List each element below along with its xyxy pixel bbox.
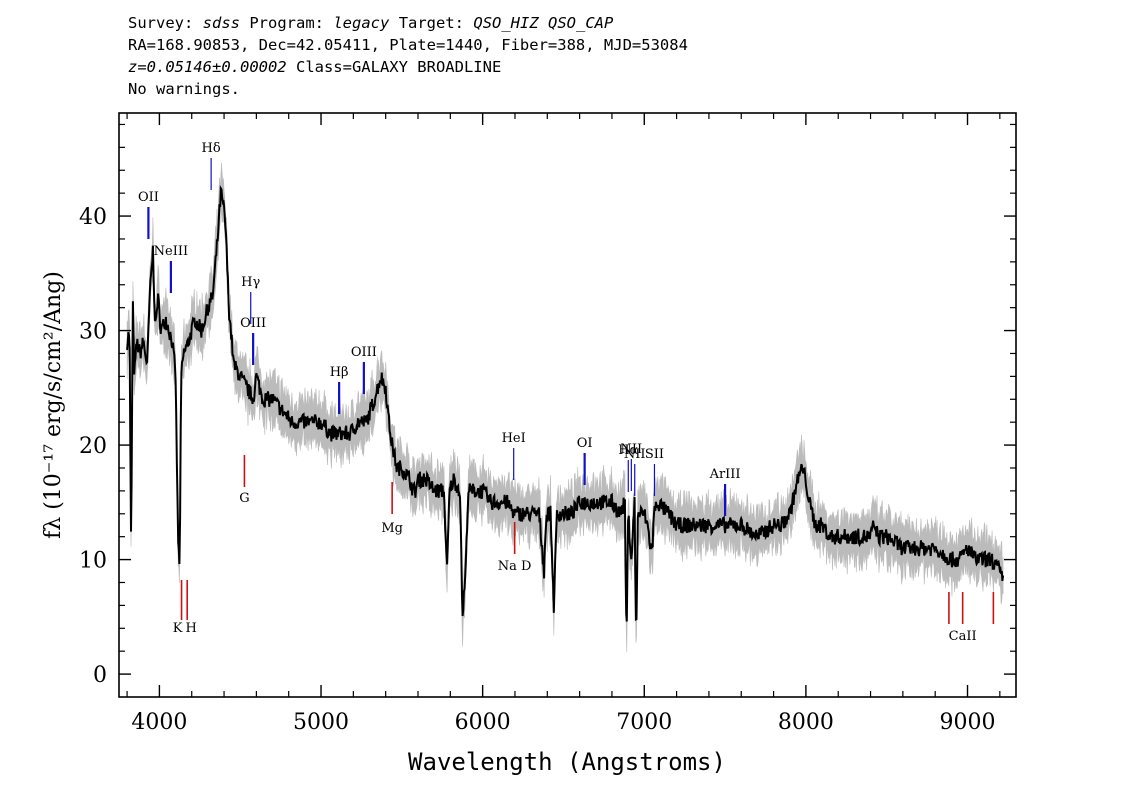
line-label: Hγ: [241, 275, 260, 290]
class-value: Class=GALAXY BROADLINE: [295, 58, 502, 76]
line-label: Mg: [381, 521, 403, 536]
line-marker-caii-19: CaII: [948, 592, 995, 644]
line-marker-nii-9: NII: [621, 442, 643, 491]
flux-error-band: [126, 162, 1004, 653]
plot-frame: [118, 112, 1017, 698]
line-label: NII: [621, 442, 643, 457]
ticks-layer: 4000 5000 6000 7000 8000 9000 0 10 20 30 40: [79, 113, 1016, 735]
line-label: Na D: [498, 559, 532, 574]
flux-line-layer: [126, 185, 1005, 622]
survey-label: Survey:: [128, 14, 194, 32]
program-value: legacy: [333, 14, 390, 32]
x-axis-label: Wavelength (Angstroms): [408, 748, 726, 776]
x-tick-label: 8000: [778, 710, 834, 735]
redshift-line: z=0.05146±0.00002 Class=GALAXY BROADLINE: [128, 56, 688, 78]
line-marker-hei-7: HeI: [502, 431, 526, 480]
x-tick-label: 5000: [293, 710, 349, 735]
line-label: OII: [138, 190, 159, 205]
x-tick-label: 9000: [940, 710, 996, 735]
line-label: SII: [645, 447, 664, 462]
line-label: CaII: [949, 629, 977, 644]
target-label: Target:: [398, 14, 465, 32]
x-tick-label: 6000: [455, 710, 511, 735]
line-marker-h-5: Hβ: [330, 365, 349, 414]
line-label: ArIII: [709, 467, 741, 482]
y-tick-label: 30: [79, 320, 107, 345]
noise-band-layer: [126, 162, 1004, 653]
line-marker-k-14: K: [173, 580, 183, 636]
spectrum-header: Survey: sdss Program: legacy Target: QSO…: [128, 12, 688, 100]
line-label: OIII: [240, 316, 266, 331]
line-marker-ariii-13: ArIII: [709, 467, 741, 516]
program-label: Program:: [249, 14, 324, 32]
redshift-value: z=0.05146±0.00002: [128, 58, 287, 76]
line-marker-sii-12: SII: [645, 447, 664, 496]
header-line-1: Survey: sdss Program: legacy Target: QSO…: [128, 12, 688, 34]
y-tick-label: 40: [79, 205, 107, 230]
line-marker-h-15: H: [186, 580, 197, 636]
line-marker-h-3: Hγ: [241, 275, 261, 324]
x-tick-label: 4000: [131, 710, 187, 735]
line-marker-mg-17: Mg: [381, 482, 403, 536]
line-label: OIII: [351, 345, 377, 360]
line-marker-oii-0: OII: [138, 190, 159, 239]
line-label: NeIII: [154, 244, 188, 259]
line-marker-oiii-6: OIII: [351, 345, 377, 394]
y-tick-label: 10: [79, 549, 107, 574]
warnings-line: No warnings.: [128, 80, 240, 98]
survey-value: sdss: [202, 14, 240, 32]
line-marker-h-10: Hα: [618, 443, 639, 492]
line-label: K: [173, 621, 183, 636]
line-marker-neiii-1: NeIII: [154, 244, 188, 293]
coordinates-line: RA=168.90853, Dec=42.05411, Plate=1440, …: [128, 36, 688, 54]
line-label: OI: [577, 436, 593, 451]
x-tick-label: 7000: [616, 710, 672, 735]
y-tick-label: 20: [79, 434, 107, 459]
line-label: G: [239, 491, 249, 506]
line-label: NII: [624, 447, 646, 462]
line-marker-oiii-4: OIII: [240, 316, 266, 365]
y-tick-label: 0: [93, 663, 107, 688]
line-marker-g-16: G: [239, 455, 250, 506]
flux-series-line: [126, 185, 1005, 622]
line-label: Hδ: [202, 141, 221, 156]
line-marker-h-2: Hδ: [202, 141, 221, 190]
line-marker-oi-8: OI: [577, 436, 593, 485]
line-marker-nad-18: Na D: [498, 522, 532, 574]
line-label: Hβ: [330, 365, 349, 380]
line-label: HeI: [502, 431, 526, 446]
line-label: Hα: [618, 443, 638, 458]
line-label: H: [186, 621, 197, 636]
target-value: QSO_HIZ QSO_CAP: [473, 14, 614, 32]
y-axis-label: fλ (10⁻¹⁷ erg/s/cm²/Ang): [41, 271, 66, 539]
line-marker-nii-11: NII: [624, 447, 646, 496]
